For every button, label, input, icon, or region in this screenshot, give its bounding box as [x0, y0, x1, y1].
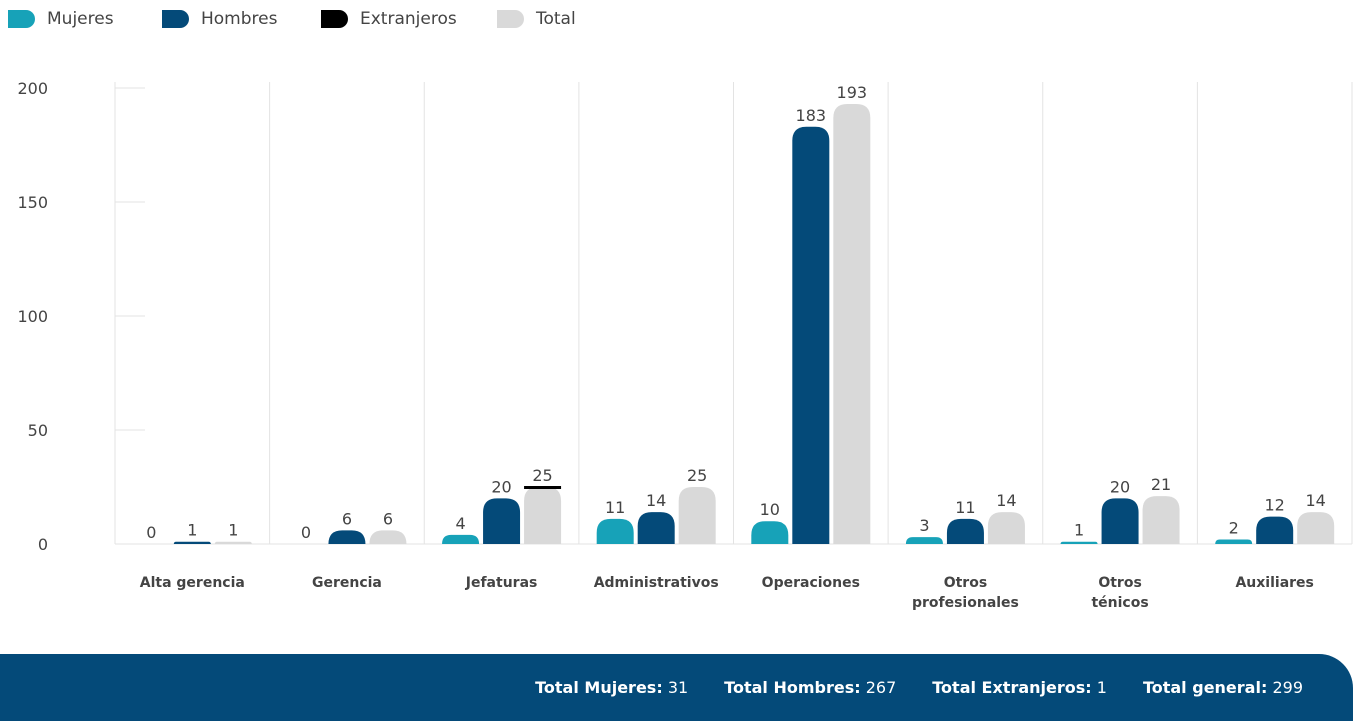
- bar-total: [679, 487, 716, 544]
- total-extranjeros-value: 1: [1097, 678, 1107, 697]
- data-label-total: 21: [1151, 475, 1171, 494]
- bar-total: [215, 542, 252, 544]
- y-tick-label: 150: [17, 193, 48, 212]
- legend-label-mujeres: Mujeres: [47, 9, 114, 29]
- x-tick-label: ténicos: [1091, 595, 1148, 611]
- total-hombres-label: Total Hombres:: [724, 678, 860, 697]
- total-mujeres-value: 31: [668, 678, 688, 697]
- data-label-total: 6: [383, 509, 393, 528]
- data-label-total: 1: [228, 521, 238, 540]
- x-tick-label: profesionales: [912, 595, 1019, 611]
- legend-item-mujeres[interactable]: Mujeres: [8, 8, 114, 30]
- bar-hombres: [1256, 517, 1293, 544]
- bar-total: [833, 104, 870, 544]
- x-tick-label: Operaciones: [762, 575, 860, 591]
- legend-label-extranjeros: Extranjeros: [360, 9, 457, 29]
- y-tick-label: 0: [38, 535, 48, 554]
- total-extranjeros: Total Extranjeros: 1: [932, 678, 1107, 697]
- bar-hombres: [947, 519, 984, 544]
- legend-swatch-mujeres: [8, 10, 35, 28]
- x-tick-label: Alta gerencia: [140, 575, 245, 591]
- bar-mujeres: [1215, 539, 1252, 544]
- data-label-mujeres: 0: [146, 523, 156, 542]
- y-tick-label: 100: [17, 307, 48, 326]
- data-label-hombres: 183: [796, 106, 827, 125]
- x-tick-label: Administrativos: [594, 575, 719, 591]
- bar-hombres: [792, 127, 829, 544]
- data-label-hombres: 12: [1265, 496, 1285, 515]
- totals-bar: Total Mujeres: 31 Total Hombres: 267 Tot…: [0, 654, 1353, 721]
- bar-total: [524, 487, 561, 544]
- total-mujeres-label: Total Mujeres:: [535, 678, 663, 697]
- bar-hombres: [328, 530, 365, 544]
- data-label-hombres: 20: [1110, 477, 1130, 496]
- x-tick-label: Otros: [944, 575, 987, 591]
- legend-label-hombres: Hombres: [201, 9, 277, 29]
- data-label-mujeres: 2: [1229, 518, 1239, 537]
- data-label-mujeres: 11: [605, 498, 625, 517]
- data-label-total: 14: [996, 491, 1016, 510]
- total-extranjeros-label: Total Extranjeros:: [932, 678, 1091, 697]
- bar-total: [1297, 512, 1334, 544]
- legend-swatch-total: [497, 10, 524, 28]
- data-label-mujeres: 10: [760, 500, 780, 519]
- bar-mujeres: [597, 519, 634, 544]
- legend-label-total: Total: [536, 9, 576, 29]
- data-label-total: 193: [837, 83, 868, 102]
- data-label-hombres: 14: [646, 491, 666, 510]
- legend-swatch-extranjeros: [321, 10, 348, 28]
- x-tick-label: Auxiliares: [1235, 575, 1313, 591]
- bar-total: [369, 530, 406, 544]
- total-general: Total general: 299: [1143, 678, 1303, 697]
- data-label-hombres: 1: [187, 521, 197, 540]
- x-tick-label: Otros: [1098, 575, 1141, 591]
- bar-total: [988, 512, 1025, 544]
- data-label-mujeres: 3: [919, 516, 929, 535]
- total-mujeres: Total Mujeres: 31: [535, 678, 688, 697]
- bar-total: [1143, 496, 1180, 544]
- bar-hombres: [174, 542, 211, 544]
- legend-item-hombres[interactable]: Hombres: [162, 8, 277, 30]
- x-tick-label: Gerencia: [312, 575, 382, 591]
- total-hombres-value: 267: [866, 678, 897, 697]
- data-label-hombres: 11: [955, 498, 975, 517]
- data-label-total: 25: [687, 466, 707, 485]
- data-label-total: 14: [1306, 491, 1326, 510]
- data-label-hombres: 6: [342, 509, 352, 528]
- total-general-label: Total general:: [1143, 678, 1267, 697]
- bar-hombres: [483, 498, 520, 544]
- data-label-mujeres: 1: [1074, 521, 1084, 540]
- legend-item-extranjeros[interactable]: Extranjeros: [321, 8, 457, 30]
- bar-mujeres: [1061, 542, 1098, 544]
- y-tick-label: 200: [17, 79, 48, 98]
- legend-swatch-hombres: [162, 10, 189, 28]
- bar-hombres: [1102, 498, 1139, 544]
- data-label-mujeres: 4: [455, 514, 465, 533]
- bar-mujeres: [442, 535, 479, 544]
- x-tick-label: Jefaturas: [465, 575, 538, 591]
- data-label-hombres: 20: [491, 477, 511, 496]
- totals-summary: Total Mujeres: 31 Total Hombres: 267 Tot…: [499, 654, 1303, 721]
- data-label-mujeres: 0: [301, 523, 311, 542]
- bar-mujeres: [751, 521, 788, 544]
- data-label-total: 25: [532, 466, 552, 485]
- bar-mujeres: [906, 537, 943, 544]
- total-general-value: 299: [1272, 678, 1303, 697]
- bar-extranjeros: [524, 486, 561, 489]
- legend-item-total[interactable]: Total: [497, 8, 576, 30]
- total-hombres: Total Hombres: 267: [724, 678, 896, 697]
- bar-hombres: [638, 512, 675, 544]
- y-tick-label: 50: [28, 421, 48, 440]
